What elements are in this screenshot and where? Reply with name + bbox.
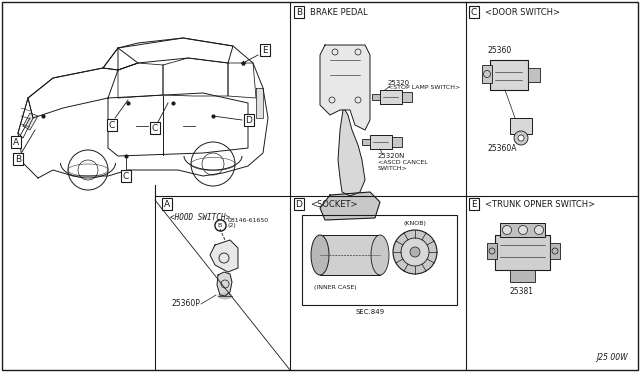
Text: <TRUNK OPNER SWITCH>: <TRUNK OPNER SWITCH> <box>485 199 595 208</box>
Bar <box>487 243 497 259</box>
Polygon shape <box>217 272 232 296</box>
Text: B: B <box>218 222 222 228</box>
Text: C: C <box>123 171 129 180</box>
Text: C: C <box>152 124 158 132</box>
Circle shape <box>401 238 429 266</box>
Circle shape <box>518 135 524 141</box>
Text: 25381: 25381 <box>510 287 534 296</box>
Circle shape <box>518 225 527 234</box>
Bar <box>380 90 402 104</box>
Text: <DOOR SWITCH>: <DOOR SWITCH> <box>485 7 560 16</box>
Text: C: C <box>109 121 115 129</box>
Text: 25360A: 25360A <box>487 144 516 153</box>
Ellipse shape <box>371 235 389 275</box>
Circle shape <box>410 247 420 257</box>
Bar <box>392 137 402 147</box>
Bar <box>320 235 380 275</box>
Text: B: B <box>296 7 302 16</box>
Text: C: C <box>471 7 477 16</box>
Text: <STOP LAMP SWITCH>: <STOP LAMP SWITCH> <box>388 85 460 90</box>
Text: 25360: 25360 <box>488 46 512 55</box>
Text: 08146-61650
(2): 08146-61650 (2) <box>228 218 269 228</box>
Polygon shape <box>338 110 365 196</box>
Bar <box>500 223 545 237</box>
Text: D: D <box>296 199 303 208</box>
Text: (KNOB): (KNOB) <box>404 221 426 226</box>
Text: 25360P: 25360P <box>171 299 200 308</box>
Text: B: B <box>15 154 21 164</box>
Bar <box>510 270 535 282</box>
Text: (INNER CASE): (INNER CASE) <box>314 285 356 290</box>
Ellipse shape <box>311 235 329 275</box>
Text: <HOOD SWITCH>: <HOOD SWITCH> <box>170 213 230 222</box>
Text: E: E <box>471 199 477 208</box>
Text: <ASCD CANCEL
SWITCH>: <ASCD CANCEL SWITCH> <box>378 160 428 171</box>
Text: J25 00W: J25 00W <box>596 353 628 362</box>
Circle shape <box>393 230 437 274</box>
Polygon shape <box>23 113 38 130</box>
Text: BRAKE PEDAL: BRAKE PEDAL <box>310 7 367 16</box>
Text: SEC.849: SEC.849 <box>355 309 385 315</box>
Polygon shape <box>320 192 380 220</box>
Text: <SOCKET>: <SOCKET> <box>310 199 358 208</box>
Bar <box>550 243 560 259</box>
Bar <box>370 135 392 149</box>
Circle shape <box>502 225 511 234</box>
Polygon shape <box>256 88 263 118</box>
Ellipse shape <box>218 293 232 299</box>
Text: E: E <box>262 45 268 55</box>
Bar <box>510 118 532 134</box>
Text: A: A <box>13 138 19 147</box>
Bar <box>402 92 412 102</box>
Text: 25320N: 25320N <box>378 153 405 159</box>
Polygon shape <box>210 240 238 272</box>
Bar <box>362 139 370 145</box>
Bar <box>490 60 528 90</box>
Bar <box>528 68 540 82</box>
Bar <box>372 94 380 100</box>
Polygon shape <box>320 45 370 130</box>
Circle shape <box>534 225 543 234</box>
Text: A: A <box>164 199 170 208</box>
Text: D: D <box>246 115 252 125</box>
Bar <box>495 235 550 270</box>
Bar <box>482 65 492 83</box>
Text: 25320: 25320 <box>388 80 410 86</box>
Circle shape <box>514 131 528 145</box>
Bar <box>302 215 457 305</box>
